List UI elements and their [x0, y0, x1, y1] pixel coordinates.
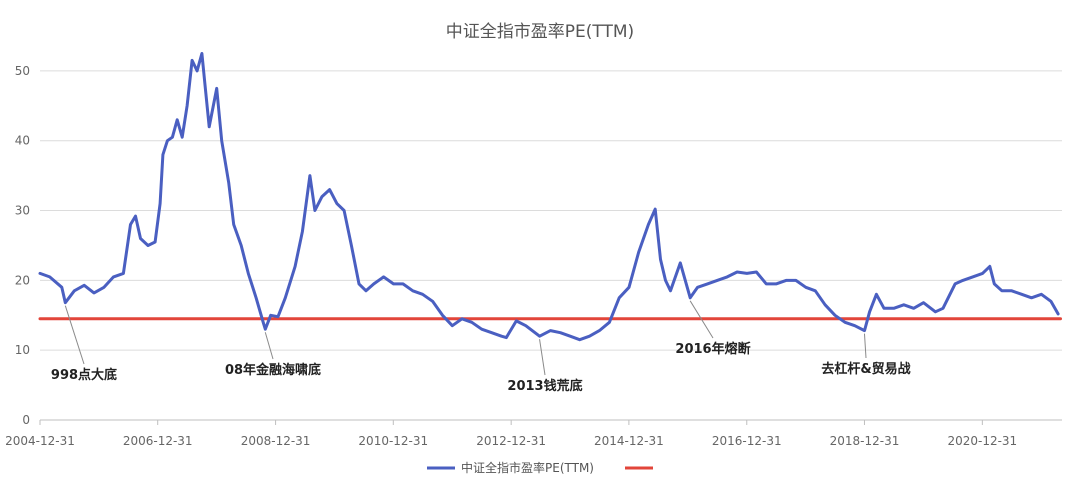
x-tick-label: 2016-12-31: [712, 434, 782, 448]
annotation-leader: [863, 333, 867, 359]
y-axis-ticks: 0 10 20 30 40 50: [15, 64, 30, 427]
x-tick-label: 2004-12-31: [5, 434, 75, 448]
y-tick-label: 0: [22, 413, 30, 427]
pe-series-line: [38, 52, 1060, 342]
annotation-label: 998点大底: [51, 367, 117, 383]
x-tick-label: 2012-12-31: [476, 434, 546, 448]
x-tick-label: 2008-12-31: [241, 434, 311, 448]
annotation-leader: [64, 305, 85, 365]
legend: 中证全指市盈率PE(TTM): [427, 460, 653, 475]
x-tick-label: 2014-12-31: [594, 434, 664, 448]
annotation-label: 2013钱荒底: [507, 378, 582, 394]
y-tick-label: 40: [15, 134, 30, 148]
y-tick-label: 50: [15, 64, 30, 78]
annotation-label: 去杠杆&贸易战: [821, 361, 910, 377]
y-tick-label: 30: [15, 204, 30, 218]
gridlines: [40, 70, 1062, 421]
x-axis-ticks: 2004-12-31 2006-12-31 2008-12-31 2010-12-31…: [5, 420, 1017, 448]
x-tick-label: 2006-12-31: [123, 434, 193, 448]
chart-title: 中证全指市盈率PE(TTM): [446, 22, 634, 42]
series-layer: [38, 52, 1062, 342]
annotation-leader: [539, 339, 546, 376]
y-tick-label: 10: [15, 343, 30, 357]
legend-label-pe: 中证全指市盈率PE(TTM): [461, 460, 594, 475]
annotation-label: 2016年熔断: [675, 341, 750, 357]
annotation-label: 08年金融海啸底: [225, 362, 321, 378]
annotation-leader: [689, 300, 714, 339]
x-tick-label: 2010-12-31: [358, 434, 428, 448]
annotation-leader: [264, 332, 274, 360]
x-tick-label: 2018-12-31: [830, 434, 900, 448]
y-tick-label: 20: [15, 273, 30, 287]
x-tick-label: 2020-12-31: [947, 434, 1017, 448]
